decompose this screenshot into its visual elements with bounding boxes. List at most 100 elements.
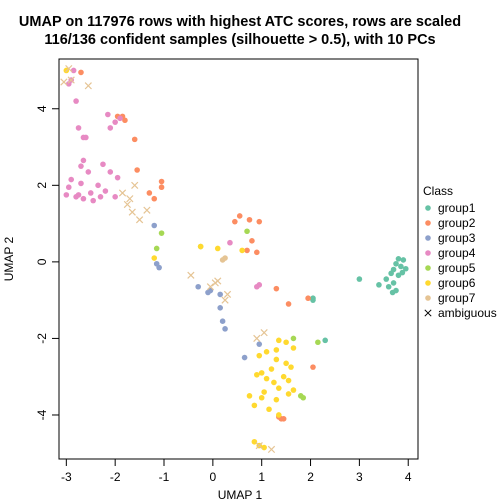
data-point-group5 — [244, 228, 250, 235]
data-point-group2 — [146, 190, 153, 196]
data-point-group3 — [207, 287, 214, 294]
legend-marker-group3 — [425, 235, 431, 241]
data-point-group3 — [195, 283, 202, 290]
x-tick-label: -2 — [110, 470, 121, 484]
data-point-ambiguous — [206, 283, 215, 291]
data-point-group4 — [78, 180, 84, 187]
data-point-group2 — [158, 178, 165, 185]
data-point-ambiguous — [223, 290, 232, 299]
y-axis-label: UMAP 2 — [2, 236, 16, 281]
data-point-ambiguous — [221, 296, 229, 304]
data-point-group6 — [290, 387, 297, 393]
data-point-group2 — [78, 69, 84, 76]
data-point-group2 — [280, 416, 287, 422]
data-point-group4 — [68, 176, 75, 183]
x-tick-label: -3 — [61, 470, 72, 484]
legend-item-group1: group1 — [425, 201, 476, 215]
data-point-group2 — [246, 216, 253, 223]
legend-label: group3 — [438, 231, 476, 245]
data-point-group2 — [151, 195, 158, 202]
legend-title: Class — [423, 184, 453, 198]
data-point-ambiguous — [67, 76, 75, 84]
y-tick-label: 0 — [35, 258, 49, 265]
data-point-ambiguous — [135, 216, 144, 224]
data-point-group6 — [285, 377, 292, 384]
data-point-ambiguous — [128, 208, 136, 216]
data-point-group6 — [288, 364, 294, 370]
data-point-ambiguous — [123, 200, 132, 209]
data-point-group4 — [85, 169, 92, 175]
data-point-group2 — [254, 249, 260, 256]
data-point-group6 — [261, 389, 267, 395]
data-point-group1 — [385, 283, 392, 290]
data-point-group6 — [251, 438, 258, 445]
data-point-group4 — [83, 134, 89, 141]
legend-item-group3: group3 — [425, 231, 476, 245]
data-point-group2 — [131, 136, 138, 143]
data-point-group3 — [222, 326, 228, 332]
data-point-group6 — [246, 393, 253, 399]
data-point-group1 — [356, 276, 363, 282]
x-tick-label: 0 — [210, 470, 217, 484]
data-point-group6 — [283, 360, 289, 367]
data-point-group3 — [217, 305, 223, 311]
data-point-group1 — [390, 280, 397, 286]
data-point-group4 — [227, 239, 233, 246]
data-point-group3 — [156, 264, 162, 271]
data-point-group3 — [256, 341, 263, 347]
legend-marker-group5 — [425, 265, 431, 271]
legend-marker-group1 — [425, 205, 431, 211]
legend-marker-group6 — [425, 280, 431, 286]
data-point-group6 — [151, 255, 158, 261]
data-point-group6 — [275, 337, 282, 344]
chart-title-line-1: UMAP on 117976 rows with highest ATC sco… — [19, 14, 461, 30]
data-point-ambiguous — [253, 334, 261, 343]
data-point-group2 — [244, 247, 250, 254]
data-point-group2 — [134, 167, 140, 173]
data-point-group4 — [95, 182, 101, 189]
data-point-group4 — [97, 193, 104, 200]
legend-label: group2 — [438, 216, 476, 230]
x-tick-label: 4 — [405, 470, 412, 484]
data-point-ambiguous — [84, 82, 92, 90]
data-point-ambiguous — [118, 189, 127, 197]
data-point-group6 — [256, 352, 263, 359]
data-point-group4 — [105, 111, 111, 118]
data-point-group4 — [107, 169, 114, 175]
data-point-group5 — [300, 394, 307, 401]
data-point-group6 — [263, 349, 270, 355]
data-point-group7 — [219, 257, 226, 263]
data-point-group6 — [263, 375, 270, 382]
data-point-group6 — [285, 391, 292, 397]
data-point-group6 — [254, 371, 260, 378]
legend-item-group2: group2 — [425, 216, 476, 230]
legend-item-group5: group5 — [425, 261, 476, 275]
data-point-group4 — [78, 163, 84, 169]
x-tick-label: 3 — [356, 470, 363, 484]
data-point-group6 — [273, 356, 280, 363]
legend-item-ambiguous: ambiguous — [424, 306, 497, 320]
data-point-group4 — [75, 125, 82, 131]
data-point-group4 — [75, 192, 82, 198]
data-point-group2 — [273, 285, 280, 292]
data-point-group4 — [112, 193, 118, 200]
data-point-group1 — [376, 282, 382, 288]
data-point-group4 — [107, 125, 114, 131]
legend-item-group6: group6 — [425, 276, 476, 290]
data-point-group3 — [241, 354, 248, 361]
y-tick-label: 2 — [35, 182, 49, 189]
data-point-group1 — [399, 269, 406, 276]
data-point-ambiguous — [65, 64, 73, 73]
data-point-group5 — [153, 245, 160, 252]
data-point-group2 — [310, 364, 316, 370]
data-point-group4 — [114, 174, 121, 181]
data-point-group4 — [80, 195, 87, 202]
data-point-group1 — [400, 257, 407, 263]
data-point-ambiguous — [126, 195, 134, 203]
data-point-group5 — [290, 335, 297, 342]
data-point-group6 — [251, 402, 258, 409]
data-point-group1 — [398, 263, 404, 270]
legend-label: group1 — [438, 201, 476, 215]
data-point-group1 — [402, 265, 409, 272]
legend-label: ambiguous — [438, 306, 497, 320]
